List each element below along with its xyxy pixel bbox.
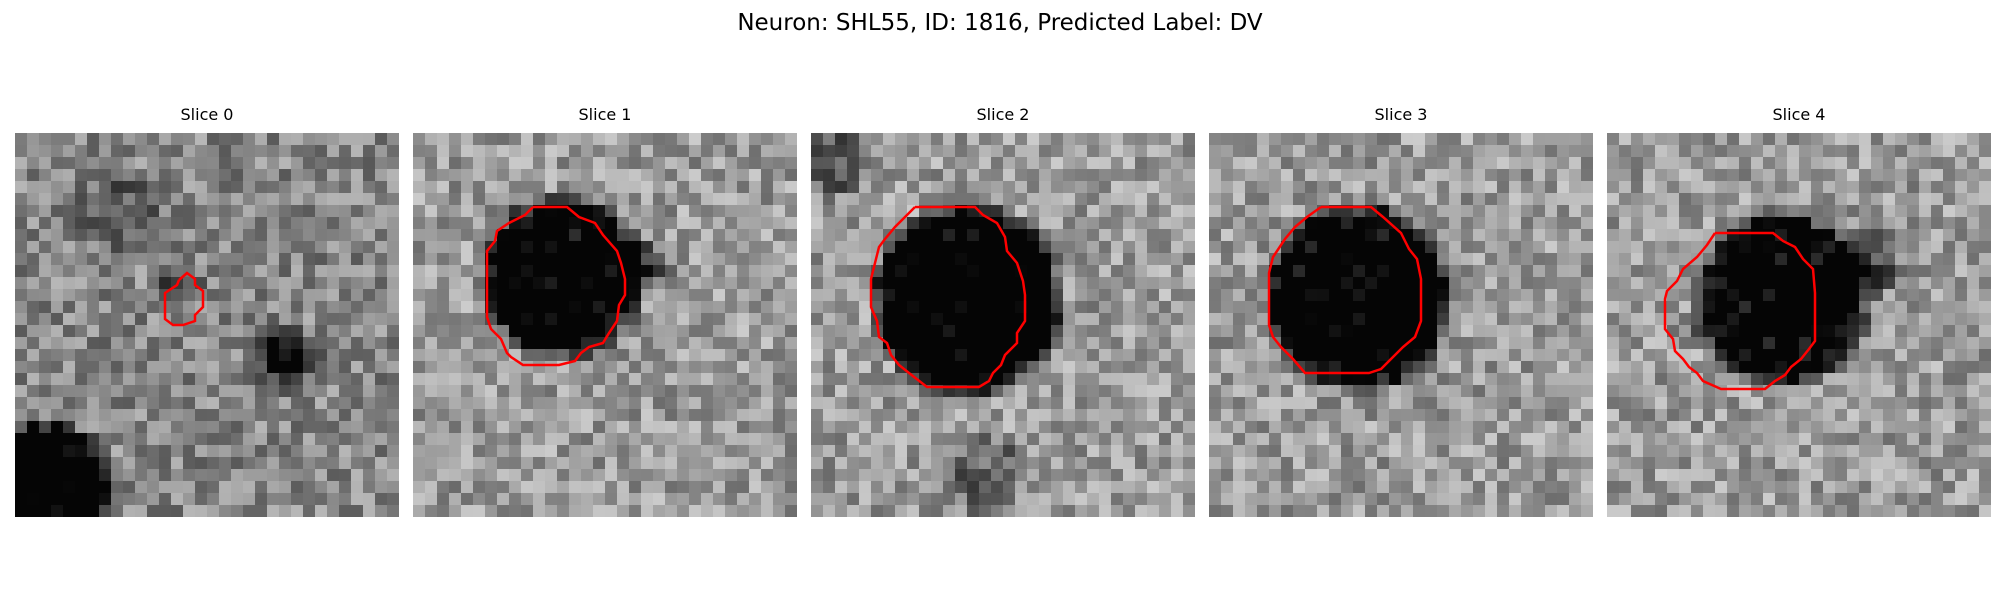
cell-contour-overlay: [869, 205, 1027, 389]
cell-contour-overlay: [1663, 231, 1817, 391]
cell-contour: [869, 205, 1027, 389]
cell-contour-overlay: [163, 271, 205, 327]
slice-panel-4: Slice 4: [1607, 105, 1991, 517]
slice-panel-2: Slice 2: [811, 105, 1195, 517]
slice-title: Slice 2: [976, 105, 1030, 124]
slice-title: Slice 1: [578, 105, 632, 124]
slice-image: [1607, 133, 1991, 517]
cell-contour: [163, 271, 205, 327]
cell-contour: [1663, 231, 1817, 391]
cell-contour-overlay: [1267, 205, 1423, 375]
cell-contour: [1267, 205, 1423, 375]
cell-contour-overlay: [485, 205, 627, 367]
slice-title: Slice 3: [1374, 105, 1428, 124]
figure-title: Neuron: SHL55, ID: 1816, Predicted Label…: [737, 10, 1263, 36]
slice-panel-0: Slice 0: [15, 105, 399, 517]
slice-panel-1: Slice 1: [413, 105, 797, 517]
slice-panel-3: Slice 3: [1209, 105, 1593, 517]
slice-title: Slice 0: [180, 105, 234, 124]
slice-image: [1209, 133, 1593, 517]
slice-image: [413, 133, 797, 517]
slice-title: Slice 4: [1772, 105, 1826, 124]
slice-image: [811, 133, 1195, 517]
cell-contour: [485, 205, 627, 367]
slice-image: [15, 133, 399, 517]
